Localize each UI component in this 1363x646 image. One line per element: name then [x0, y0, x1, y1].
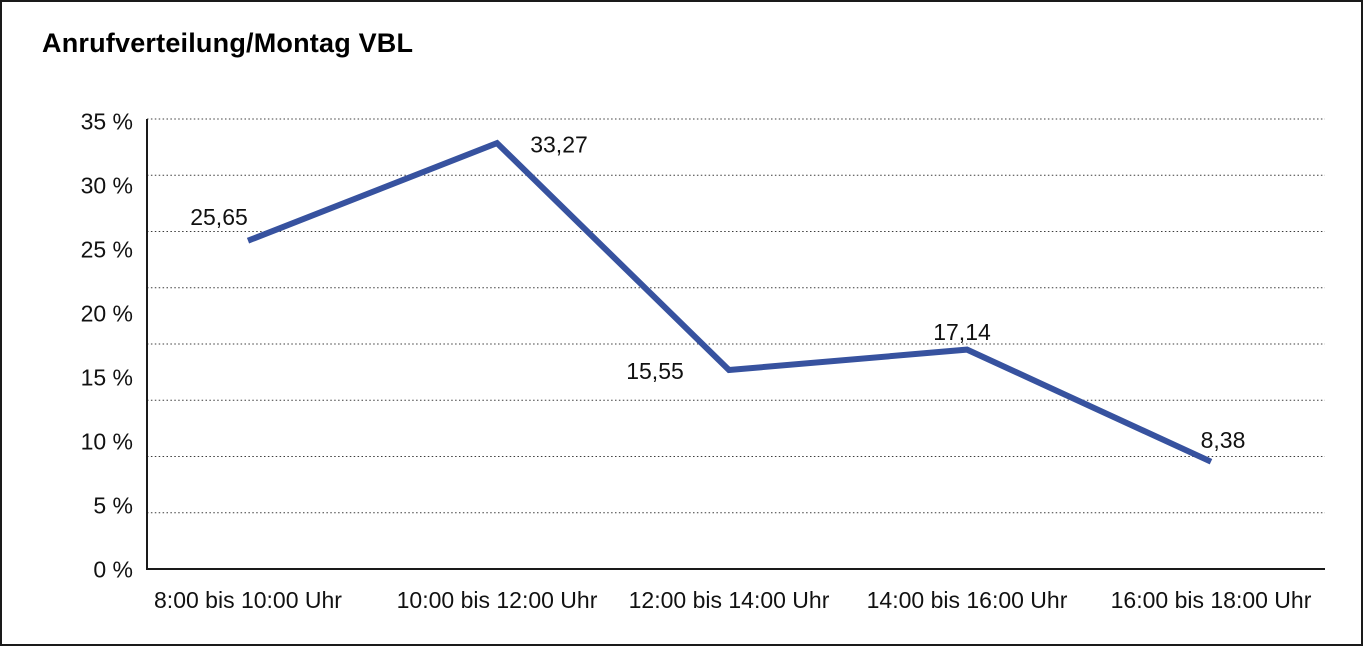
y-tick-label: 0 % — [93, 556, 133, 582]
y-tick-label: 10 % — [81, 428, 133, 454]
data-point-label: 17,14 — [933, 319, 991, 345]
data-point-label: 33,27 — [530, 131, 588, 157]
data-line — [246, 139, 1213, 465]
data-point-label: 25,65 — [190, 204, 248, 230]
x-tick-label: 16:00 bis 18:00 Uhr — [1111, 587, 1312, 613]
data-point-label: 15,55 — [626, 358, 684, 384]
y-tick-label: 20 % — [81, 300, 133, 326]
chart-title: Anrufverteilung/Montag VBL — [42, 28, 414, 58]
y-tick-label: 25 % — [81, 236, 133, 262]
y-tick-label: 30 % — [81, 172, 133, 198]
data-point-label: 8,38 — [1201, 427, 1246, 453]
y-tick-label: 5 % — [93, 492, 133, 518]
x-tick-label: 8:00 bis 10:00 Uhr — [154, 587, 342, 613]
x-tick-label: 14:00 bis 16:00 Uhr — [867, 587, 1068, 613]
y-tick-label: 35 % — [81, 108, 133, 134]
x-tick-label: 12:00 bis 14:00 Uhr — [629, 587, 830, 613]
x-tick-label: 10:00 bis 12:00 Uhr — [397, 587, 598, 613]
y-tick-label: 15 % — [81, 364, 133, 390]
